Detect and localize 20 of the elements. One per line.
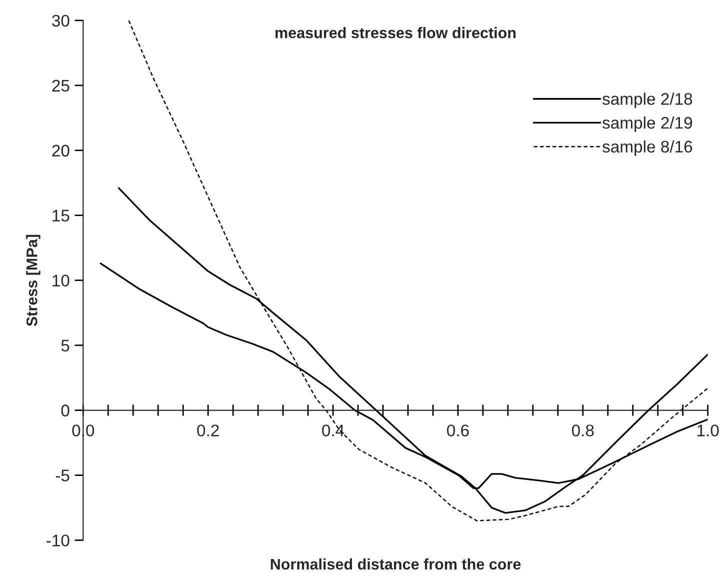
chart-title: measured stresses flow direction: [276, 27, 516, 38]
x-tick-label: 0.6: [447, 424, 469, 436]
y-axis-title: Stress [MPa]: [26, 234, 40, 326]
y-tick-label: 15: [52, 210, 70, 222]
y-tick-label: 5: [61, 340, 70, 352]
y-tick-label: 0: [61, 404, 70, 416]
legend-label: sample 2/18: [602, 92, 692, 108]
y-tick-label: -10: [46, 534, 70, 546]
legend-label: sample 2/19: [602, 116, 692, 132]
y-tick-label: 25: [52, 80, 70, 92]
x-tick-label: 0.2: [197, 424, 219, 436]
y-tick-label: 10: [52, 274, 70, 287]
y-tick-label: -5: [56, 470, 70, 482]
y-tick-label: 20: [52, 144, 70, 157]
legend-label: sample 8/16: [602, 140, 692, 156]
x-axis-title: Normalised distance from the core: [270, 558, 521, 570]
x-tick-label: 0.8: [572, 424, 594, 436]
y-tick-label: 30: [52, 14, 70, 27]
x-tick-label: 0.4: [322, 424, 344, 436]
x-tick-label: 1.0: [698, 424, 719, 436]
